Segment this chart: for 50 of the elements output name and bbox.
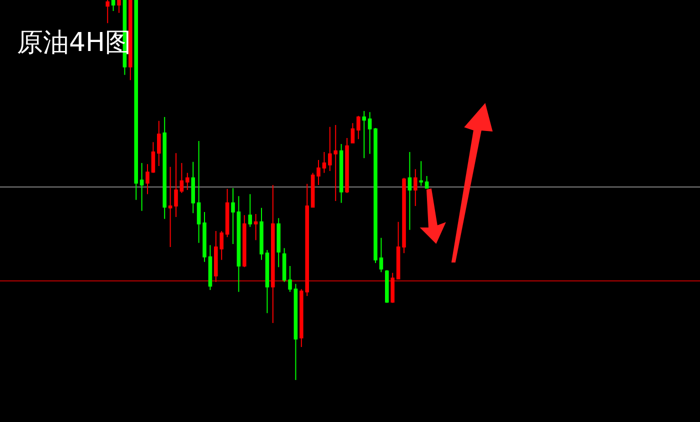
candlestick [385,270,389,304]
candlestick [180,162,184,194]
candlestick [254,213,258,241]
candlestick [186,172,190,190]
candlestick [288,266,292,292]
candlestick [276,218,280,268]
candlestick [236,196,241,292]
candlestick [424,175,429,189]
candlestick [350,122,355,144]
candlestick [408,152,412,230]
candlestick [191,161,195,214]
candlestick [282,248,286,282]
candlestick [362,110,366,159]
candlestick [322,152,326,174]
candlestick [248,194,252,228]
candlestick [242,214,246,268]
candlestick [339,144,344,204]
candlestick [168,166,172,248]
candlestick [271,184,275,324]
candlestick [106,0,110,24]
candlestick [356,115,360,140]
candlestick [208,244,212,290]
candlestick [316,159,320,186]
candlestick [128,0,132,81]
candlestick [151,142,156,174]
candlestick [396,221,400,280]
candlestick [419,160,423,186]
candlestick [374,128,378,264]
candlestick [225,188,230,238]
candlestick [202,212,206,262]
candlestick [265,250,270,314]
candlestick [379,237,384,273]
candlestick [146,164,150,195]
candlestick [117,0,121,14]
candlestick [134,0,138,200]
candlestick [231,188,235,244]
candlestick [390,272,394,304]
candlestick [196,140,201,244]
candlestick [345,137,349,194]
candlestick [294,283,298,380]
candlestick [162,116,166,220]
candlestick [174,152,178,218]
candlestick [414,168,418,206]
candlestick [368,112,372,154]
candlestick [260,207,264,260]
candlestick [402,177,406,254]
candlestick [140,162,144,212]
candlestick [111,0,116,12]
candlestick [310,172,315,208]
candlestick [157,120,161,167]
